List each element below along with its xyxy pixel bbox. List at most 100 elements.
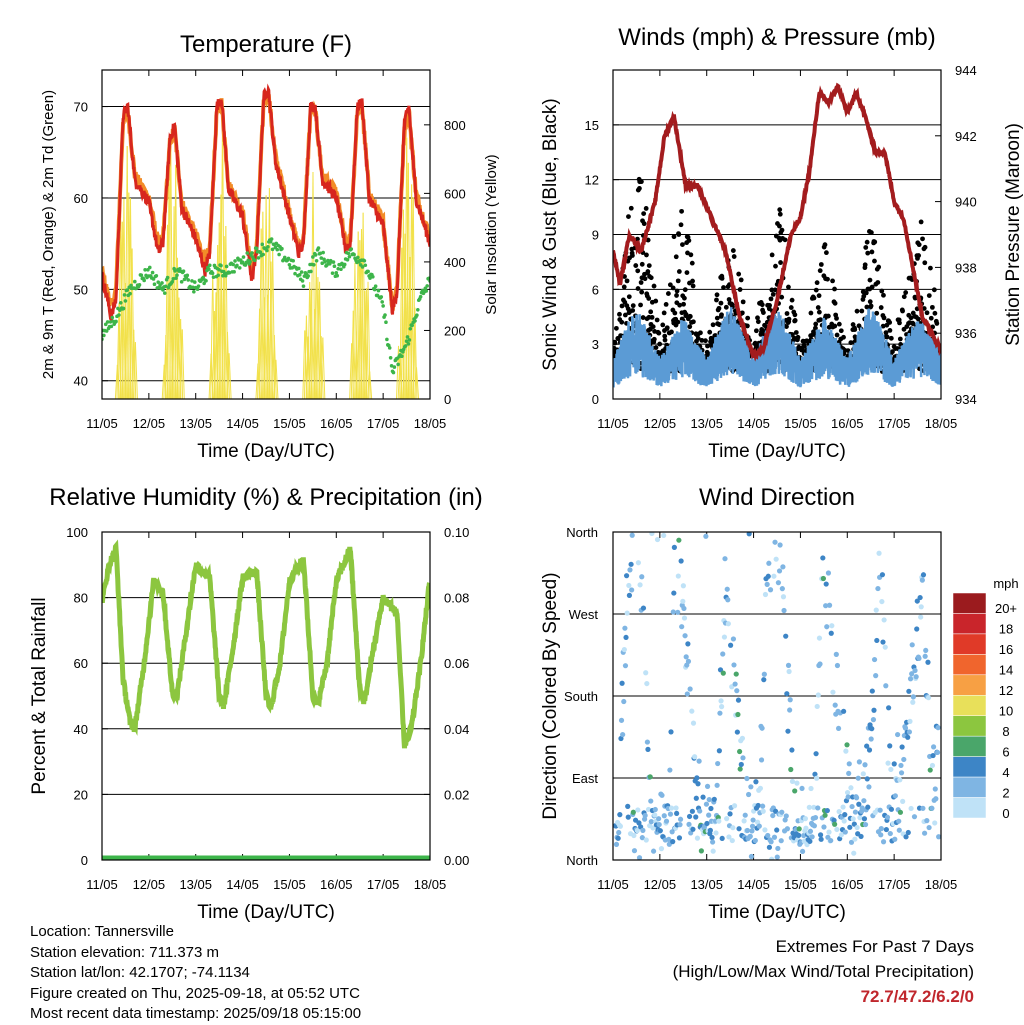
solar-spike [210,270,214,399]
colorbar-label: 20+ [995,601,1017,616]
direction-point [866,747,873,753]
direction-point [820,575,826,582]
direction-point [650,848,657,854]
gust-point [723,304,729,310]
td-point [192,289,196,294]
direction-point [784,826,791,832]
series-relative-humidity [102,539,430,749]
direction-point [846,770,852,777]
td-point [121,306,126,311]
extremes-box: Extremes For Past 7 Days (High/Low/Max W… [673,934,974,1009]
direction-point [929,805,935,811]
figure-created: Figure created on Thu, 2025-09-18, at 05… [30,984,360,1002]
direction-point [900,798,906,804]
x-tick-label: 15/05 [273,877,306,892]
direction-point [913,674,919,680]
td-point [311,255,315,259]
td-point [363,263,368,268]
direction-point [856,759,862,765]
gust-point [684,270,690,276]
gust-point [884,334,890,340]
td-point [415,313,419,318]
td-point [299,270,304,274]
gust-point [818,317,823,323]
direction-point [852,836,858,842]
direction-point [772,539,778,545]
direction-point [813,751,819,757]
direction-point [760,808,766,814]
td-point [161,288,165,292]
gust-point [644,252,649,258]
direction-point [656,816,662,822]
gust-point [784,324,789,330]
direction-point [620,731,626,738]
y-right-tick-label: 940 [955,195,977,210]
direction-point [776,568,783,574]
gust-point [619,319,625,325]
direction-point [929,762,936,769]
gust-point [646,296,652,301]
direction-point [862,762,868,768]
direction-point [901,756,907,763]
gust-point [635,286,641,291]
direction-point [935,725,941,731]
direction-point [869,688,875,694]
direction-point [856,801,862,807]
gust-point [718,300,724,306]
direction-point [899,744,905,750]
direction-point [820,555,826,561]
gust-point [662,337,668,343]
td-point [347,254,352,259]
td-point [128,291,132,296]
colorbar-swatch [952,674,987,696]
gust-point [626,214,631,219]
gust-point [859,308,865,314]
solar-spike [310,172,314,399]
solar-spike [171,206,175,399]
direction-point [833,651,839,657]
direction-point [832,702,838,708]
plot-area [613,82,941,388]
y-tick-label: 60 [74,191,88,206]
direction-point [695,781,701,787]
solar-spike [218,194,222,399]
gust-point [779,227,785,233]
direction-point [762,591,769,598]
direction-point [718,698,724,704]
gust-point [881,315,887,321]
gust-point [624,278,630,284]
direction-point [622,663,629,669]
td-point [300,279,305,283]
gust-point [639,261,645,267]
direction-point [715,760,721,767]
direction-point [877,807,883,813]
gust-point [928,265,933,271]
direction-point [897,809,904,815]
gust-point [688,252,694,258]
gust-point [755,319,761,325]
gust-point [699,337,705,343]
td-point [321,250,325,255]
td-point [171,277,176,281]
gust-point [664,325,670,331]
direction-point [922,830,928,836]
y-tick-label: 80 [74,591,88,606]
direction-point [809,834,815,840]
speed-colorbar: mph 20+ 18 16 14 12 10 8 6 4 2 0 [952,576,1019,821]
colorbar-swatch [952,613,987,635]
td-point [269,237,274,241]
x-tick-label: 13/05 [179,416,212,431]
direction-point [785,662,792,668]
td-point [396,362,400,367]
direction-point [843,748,849,754]
solar-spike [367,281,371,399]
x-tick-label: 14/05 [737,416,770,431]
td-point [231,262,235,267]
solar-spike [178,319,182,399]
direction-point [625,814,631,820]
direction-point [732,681,738,687]
td-point [334,270,339,275]
gust-point [714,315,720,321]
y-tick-label: 0 [81,853,88,868]
gust-point [755,315,760,321]
